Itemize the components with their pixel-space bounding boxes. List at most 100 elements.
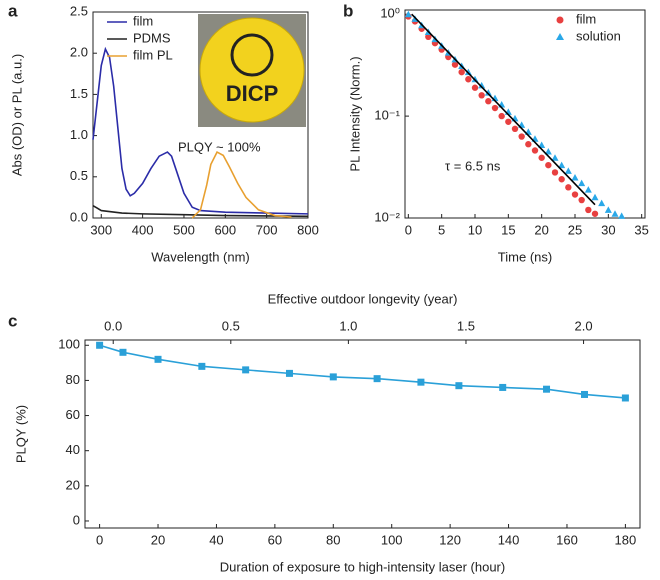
point	[544, 147, 552, 155]
point	[571, 173, 579, 181]
y-axis-label: Abs (OD) or PL (a.u.)	[9, 54, 24, 176]
legend-swatch	[556, 33, 564, 40]
point	[621, 394, 629, 402]
x-tick-label: 20	[534, 222, 548, 237]
x-tick-label: 40	[209, 532, 223, 547]
point	[558, 176, 565, 183]
point	[571, 191, 579, 198]
point	[565, 184, 572, 191]
x-axis-label: Duration of exposure to high-intensity l…	[220, 559, 505, 574]
x2-tick-label: 2.0	[575, 318, 593, 333]
point	[581, 390, 588, 398]
point	[451, 61, 459, 68]
x-tick-label: 10	[468, 222, 482, 237]
y-tick-label: 1.5	[70, 86, 88, 101]
x-tick-label: 300	[90, 222, 112, 237]
y-tick-label: 2.5	[70, 3, 88, 18]
x-tick-label: 120	[439, 532, 461, 547]
legend-label: solution	[576, 28, 621, 43]
point	[551, 154, 559, 161]
y-tick-label: 60	[66, 407, 80, 422]
point	[471, 84, 479, 91]
y-tick-label: 40	[66, 442, 80, 457]
point	[373, 375, 381, 383]
x-tick-label: 60	[268, 532, 282, 547]
y-tick-label: 1.0	[70, 127, 88, 142]
point	[329, 373, 337, 381]
x-tick-label: 140	[498, 532, 520, 547]
point	[618, 212, 626, 219]
x-tick-label: 0	[405, 222, 412, 237]
point	[154, 355, 162, 363]
point	[525, 141, 532, 148]
point	[478, 92, 485, 99]
legend-swatch	[556, 16, 564, 24]
point	[578, 196, 585, 204]
y-tick-label: 0.5	[70, 168, 88, 183]
y-tick-label: 80	[66, 372, 80, 387]
point	[464, 68, 472, 76]
series-line	[191, 150, 292, 219]
x-tick-label: 180	[615, 532, 637, 547]
legend-label: film	[576, 11, 596, 26]
point	[543, 385, 551, 393]
point	[551, 169, 559, 176]
x-tick-label: 5	[438, 222, 445, 237]
point	[491, 104, 499, 112]
x-tick-label: 800	[297, 222, 319, 237]
panel-label: b	[343, 1, 353, 20]
point	[417, 378, 425, 386]
point	[499, 383, 507, 391]
x-tick-label: 500	[173, 222, 195, 237]
legend-label: film PL	[133, 47, 173, 62]
x2-tick-label: 0.5	[222, 318, 240, 333]
y-tick-label: 100	[58, 337, 80, 352]
point	[531, 147, 539, 154]
x-tick-label: 25	[568, 222, 582, 237]
axes-frame	[404, 9, 646, 219]
panel-label: a	[8, 1, 18, 20]
y-tick-label: 10⁰	[380, 6, 400, 21]
x2-axis-label: Effective outdoor longevity (year)	[268, 291, 458, 306]
y-tick-label: 0.0	[70, 209, 88, 224]
x-tick-label: 160	[556, 532, 578, 547]
fit-line	[411, 13, 596, 206]
point	[96, 341, 104, 349]
annotation: τ = 6.5 ns	[445, 158, 501, 173]
x-tick-label: 400	[132, 222, 154, 237]
point	[455, 382, 463, 390]
point	[484, 89, 492, 96]
point	[545, 161, 552, 169]
point	[505, 118, 512, 125]
y-axis-label: PLQY (%)	[13, 405, 28, 463]
point	[611, 210, 619, 217]
point	[198, 362, 206, 370]
x-axis-label: Wavelength (nm)	[151, 249, 250, 264]
series-line	[92, 204, 309, 218]
point	[404, 10, 412, 18]
inset-disc	[199, 17, 305, 123]
point	[485, 98, 492, 105]
y-tick-label: 0	[73, 512, 80, 527]
point	[119, 348, 127, 356]
x-tick-label: 15	[501, 222, 515, 237]
x-tick-label: 0	[96, 532, 103, 547]
x-tick-label: 700	[256, 222, 278, 237]
point	[578, 179, 586, 187]
axes-frame	[92, 11, 309, 219]
point	[285, 369, 293, 377]
point	[585, 206, 592, 214]
axes-frame	[84, 339, 641, 529]
point	[598, 199, 606, 207]
x-tick-label: 20	[151, 532, 165, 547]
series-line	[99, 344, 626, 399]
point	[591, 193, 599, 201]
point	[558, 161, 566, 169]
x-tick-label: 600	[214, 222, 236, 237]
point	[538, 154, 545, 161]
panel-label: c	[8, 311, 17, 330]
point	[564, 167, 572, 174]
legend-label: PDMS	[133, 30, 171, 45]
series-line	[92, 46, 309, 215]
point	[498, 112, 505, 120]
